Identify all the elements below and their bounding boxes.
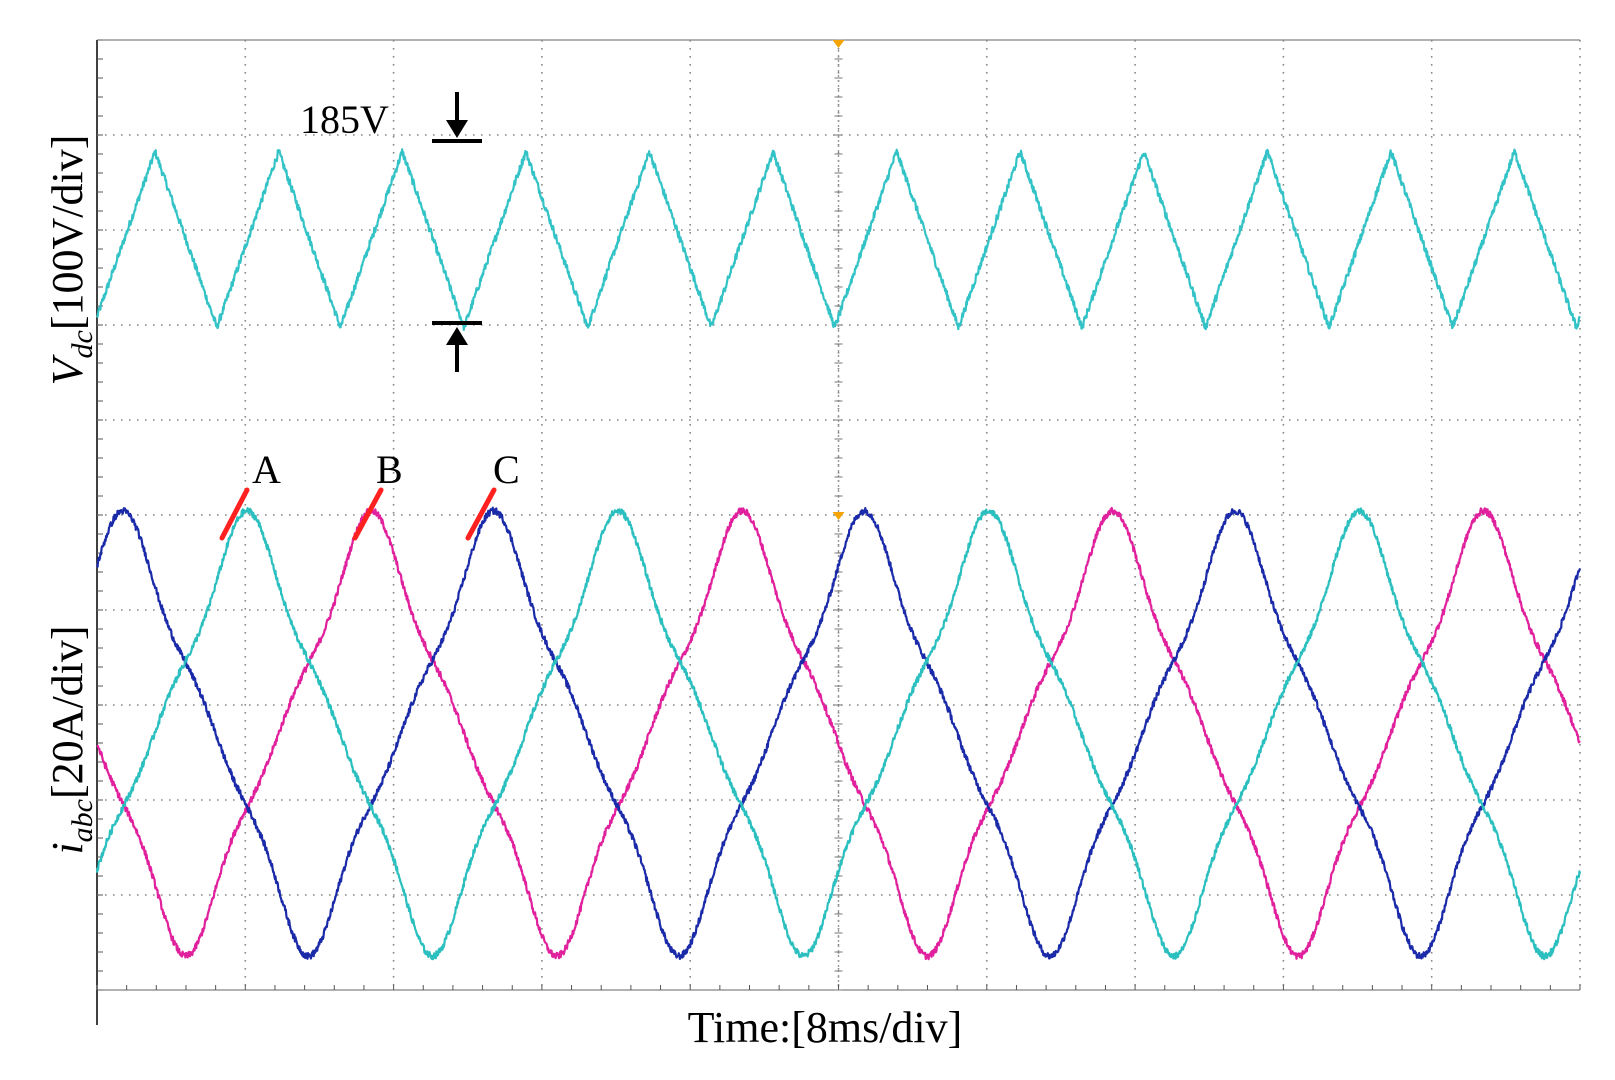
grid (96, 39, 1581, 1025)
phase-label-pointer-b (352, 487, 384, 541)
y-axis-title-bottom: iabc[20A/div] (43, 625, 99, 854)
ripple-bottom-arrow-head (446, 327, 468, 345)
phase-label-pointer-a (219, 487, 250, 541)
y-axis-title-top: Vdc[100V/div] (43, 135, 99, 386)
trace-vdc (96, 148, 1581, 331)
vdc-symbol: V (43, 353, 92, 385)
trace-c (95, 507, 1582, 961)
phase-label-c: C (493, 447, 520, 492)
ripple-label: 185V (300, 97, 389, 142)
markers (219, 40, 845, 541)
ripple-arrows (432, 92, 482, 372)
trace-a (96, 506, 1581, 961)
iabc-unit: [20A/div] (43, 625, 92, 799)
ripple-top-arrow-head (446, 120, 468, 138)
iabc-symbol: i (43, 842, 92, 854)
trigger-marker-top (832, 40, 845, 48)
vdc-subscript: dc (66, 330, 99, 358)
trigger-marker-mid (832, 512, 845, 520)
phase-label-pointer-c (465, 487, 497, 541)
iabc-subscript: abc (66, 799, 99, 842)
vdc-unit: [100V/div] (43, 135, 92, 331)
trace-b (95, 506, 1582, 961)
traces (95, 148, 1582, 961)
phase-label-b: B (376, 447, 403, 492)
x-axis-title: Time:[8ms/div] (688, 1003, 963, 1052)
phase-label-a: A (252, 447, 281, 492)
